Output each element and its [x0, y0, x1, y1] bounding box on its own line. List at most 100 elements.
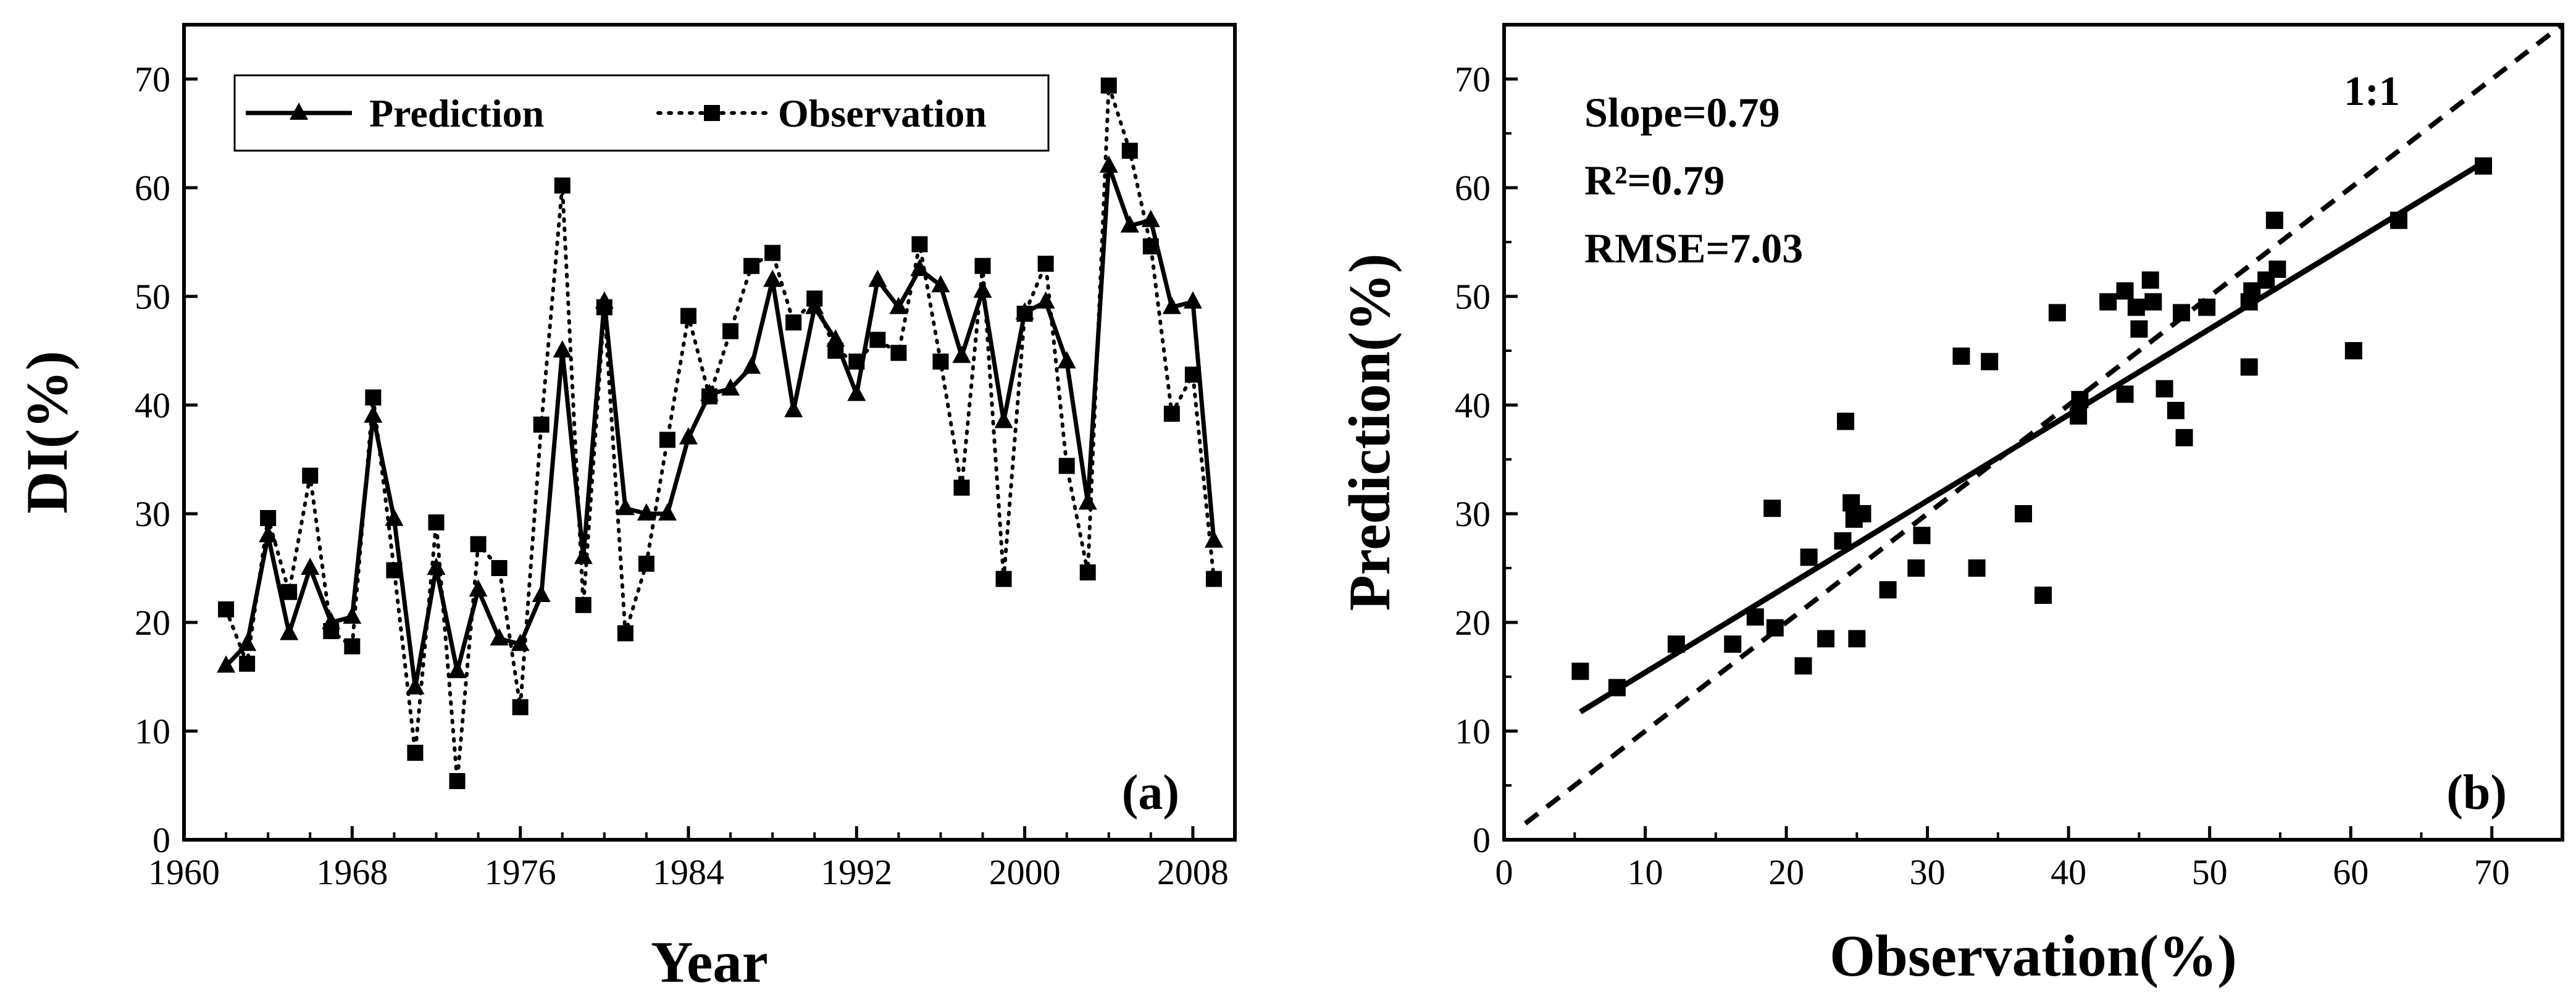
observation-point [1163, 406, 1180, 422]
prediction-point [721, 378, 740, 396]
observation-point [1142, 238, 1159, 255]
panel-b-y-tick-label: 0 [1473, 820, 1491, 860]
prediction-point [637, 503, 656, 521]
scatter-point [1817, 630, 1835, 648]
observation-point [302, 467, 319, 484]
observation-point [911, 236, 928, 253]
prediction-series-line [224, 164, 1216, 690]
panel-a-ticks: 0 10 20 30 40 50 60 70 1960 1968 1976 1984 1992 2000 2… [135, 59, 1229, 892]
scatter-point [1667, 635, 1685, 653]
panel-b-points [1571, 157, 2493, 697]
prediction-point [1099, 155, 1118, 173]
panel-b-x-tick-label: 40 [2051, 852, 2086, 892]
scatter-point [1981, 353, 1999, 370]
scatter-point [1763, 500, 1781, 517]
prediction-point [574, 546, 593, 564]
observation-point [1121, 143, 1138, 159]
observation-point [533, 416, 550, 433]
panel-b-y-tick-label: 20 [1455, 603, 1491, 643]
scatter-point [1837, 412, 1855, 430]
panel-a-frame [182, 23, 1237, 842]
legend-prediction-marker [290, 102, 308, 120]
scatter-point [2071, 391, 2089, 409]
panel-b-scatter-chart: 0 10 20 30 40 50 60 70 0 10 20 30 40 50 60 70 Observati… [1337, 22, 2564, 989]
observation-point [1184, 366, 1201, 383]
panel-b-frame [1502, 23, 2564, 842]
observation-point [365, 389, 382, 406]
observation-point [638, 555, 654, 572]
panel-a-label: (a) [1122, 766, 1179, 820]
scatter-point [2167, 401, 2185, 419]
stat-r-squared: R²=0.79 [1584, 157, 1725, 204]
panel-b-y-axis-label: Prediction(%) [1337, 254, 1402, 611]
prediction-point [301, 558, 320, 575]
legend-observation-marker [704, 105, 720, 121]
prediction-point [616, 498, 635, 516]
scatter-point [2344, 342, 2362, 359]
scatter-point [1794, 657, 1812, 675]
scatter-point [2475, 157, 2493, 175]
scatter-point [2141, 271, 2159, 289]
panel-b-x-tick-label: 60 [2333, 852, 2369, 892]
panel-a-x-tick-label: 1968 [316, 852, 388, 892]
prediction-point [868, 269, 887, 287]
prediction-point [553, 340, 572, 358]
observation-point [218, 601, 235, 617]
panel-a-series [217, 77, 1223, 789]
panel-b-y-tick-label: 30 [1455, 494, 1491, 534]
prediction-point [847, 383, 866, 401]
prediction-point [280, 622, 299, 640]
prediction-point [1120, 215, 1139, 233]
panel-b-x-tick-label: 0 [1495, 852, 1513, 892]
panel-b-label: (b) [2446, 766, 2507, 820]
observation-point [407, 745, 424, 761]
observation-point [995, 571, 1012, 587]
panel-a-x-tick-label: 2000 [989, 852, 1061, 892]
panel-a-x-tick-label: 2008 [1157, 852, 1229, 892]
legend-box [233, 74, 1050, 152]
observation-point [554, 177, 571, 194]
prediction-point [994, 411, 1013, 429]
panel-a-line-chart: 0 10 20 30 40 50 60 70 1960 1968 1976 1984 1992 2000 2… [14, 23, 1237, 995]
prediction-point [238, 634, 257, 651]
prediction-point [1036, 291, 1055, 309]
scatter-point [1834, 532, 1852, 550]
scatter-point [2130, 320, 2148, 338]
prediction-point [952, 345, 971, 363]
panel-b-y-tick-label: 70 [1455, 59, 1491, 99]
prediction-point [490, 628, 509, 646]
observation-point [680, 307, 696, 324]
scatter-point [1854, 505, 1871, 522]
panel-a-y-tick-label: 50 [135, 277, 170, 317]
observation-point [974, 257, 991, 274]
scatter-point [1766, 619, 1784, 637]
panel-a-x-tick-label: 1960 [148, 852, 220, 892]
prediction-point [1057, 351, 1076, 369]
fit-line [1579, 160, 2485, 714]
stat-rmse: RMSE=7.03 [1584, 225, 1803, 272]
prediction-point [826, 329, 845, 347]
prediction-point [322, 612, 341, 629]
panel-b-x-axis-label: Observation(%) [1830, 923, 2237, 989]
observation-point [848, 353, 865, 370]
scatter-point [2156, 380, 2173, 398]
prediction-point [532, 585, 551, 602]
prediction-point [1141, 209, 1160, 227]
panel-b-ticks: 0 10 20 30 40 50 60 70 0 10 20 30 40 50 60 70 [1455, 59, 2510, 892]
legend-prediction-label: Prediction [369, 91, 544, 135]
panel-a-y-tick-label: 20 [135, 603, 170, 643]
panel-a-x-tick-label: 1992 [821, 852, 892, 892]
observation-point [1100, 77, 1117, 94]
panel-b-x-tick-label: 50 [2192, 852, 2228, 892]
observation-point [386, 562, 403, 579]
legend-observation-label: Observation [778, 91, 987, 135]
prediction-point [595, 291, 614, 309]
observation-point [890, 345, 907, 361]
prediction-point [1078, 492, 1097, 510]
scatter-point [1571, 663, 1589, 680]
prediction-point [805, 296, 824, 314]
observation-point [953, 479, 970, 496]
scatter-point [1968, 559, 1986, 577]
scatter-point [2127, 298, 2145, 316]
scatter-point [2172, 304, 2190, 322]
